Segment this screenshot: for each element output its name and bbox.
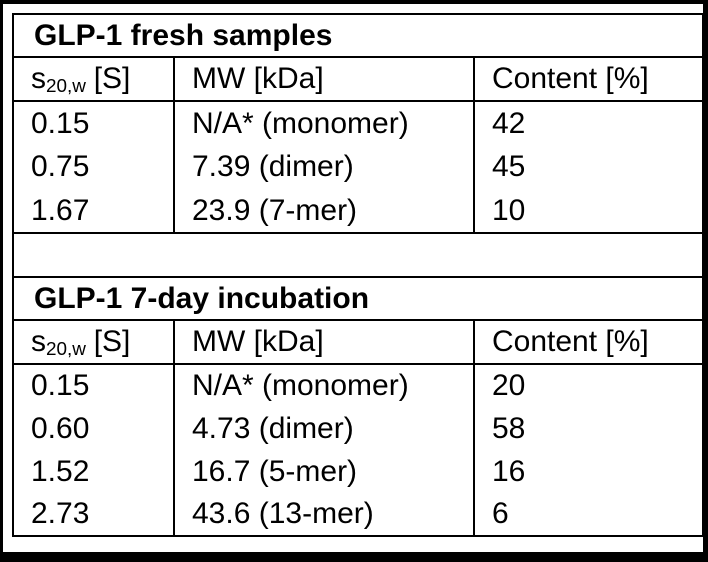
table1-header-row: s20,w [S] MW [kDa] Content [%]: [13, 57, 704, 102]
cell-s-value: 0.15: [31, 106, 90, 140]
table2-header-mw: MW [kDa]: [173, 320, 474, 365]
table2-row-13mer: 2.73 43.6 (13-mer) 6: [13, 493, 704, 536]
cell-content-value: 42: [472, 101, 704, 145]
table1-header-s20w: s20,w [S]: [13, 57, 174, 102]
table1-title: GLP-1 fresh samples: [13, 14, 704, 58]
s-unit: [S]: [93, 325, 131, 358]
table1-header-mw: MW [kDa]: [173, 57, 474, 102]
cell-content-value: 16: [472, 450, 704, 493]
table2-row-5mer: 1.52 16.7 (5-mer) 16: [13, 450, 704, 493]
cell-content-value: 10: [472, 189, 704, 234]
cell-content-value: 20: [472, 364, 704, 407]
table2-header-row: s20,w [S] MW [kDa] Content [%]: [13, 320, 704, 365]
s-symbol: s: [31, 325, 46, 358]
cell-mw-value: 43.6 (13-mer): [173, 493, 474, 536]
table2-header-s20w: s20,w [S]: [13, 320, 174, 365]
cell-s-value: 1.67: [13, 189, 174, 234]
spacer-cell: [13, 233, 704, 278]
table1-row-7mer: 1.67 23.9 (7-mer) 10: [13, 189, 704, 234]
cell-mw-value: 23.9 (7-mer): [173, 189, 474, 234]
spacer-row: [13, 233, 704, 278]
cell-content-value: 58: [472, 407, 704, 450]
table1-title-row: GLP-1 fresh samples: [13, 14, 704, 58]
table1-row-dimer: 0.75 7.39 (dimer) 45: [13, 145, 704, 189]
cell-s-value: 0.60: [31, 411, 90, 445]
cell-mw-value: 7.39 (dimer): [173, 145, 474, 189]
cell-s-value: 1.52: [31, 454, 90, 488]
cell-mw-value: 16.7 (5-mer): [173, 450, 474, 493]
cell-s-value: 0.15: [31, 369, 90, 402]
cell-content-value: 45: [472, 145, 704, 189]
cell-s-value: 0.75: [31, 150, 90, 183]
cell-mw-value: 4.73 (dimer): [173, 407, 474, 450]
cell-mw-value: N/A* (monomer): [173, 101, 474, 145]
results-table: GLP-1 fresh samples s20,w [S] MW [kDa] Co…: [12, 13, 705, 537]
table1-row-monomer: 0.15 N/A* (monomer) 42: [13, 101, 704, 145]
table2-header-content: Content [%]: [472, 320, 704, 365]
table2-row-monomer: 0.15 N/A* (monomer) 20: [13, 364, 704, 407]
cell-mw-value: N/A* (monomer): [173, 364, 474, 407]
table2-title-row: GLP-1 7-day incubation: [13, 277, 704, 321]
table1-header-content: Content [%]: [472, 57, 704, 102]
table2-row-dimer: 0.60 4.73 (dimer) 58: [13, 407, 704, 450]
s-subscript: 20,w: [46, 75, 86, 97]
cell-content-value: 6: [472, 493, 704, 536]
cell-s-value: 2.73: [31, 497, 90, 530]
s-subscript: 20,w: [46, 338, 86, 360]
table2-title: GLP-1 7-day incubation: [13, 277, 704, 321]
s-symbol: s: [31, 62, 46, 95]
s-unit: [S]: [93, 62, 131, 95]
